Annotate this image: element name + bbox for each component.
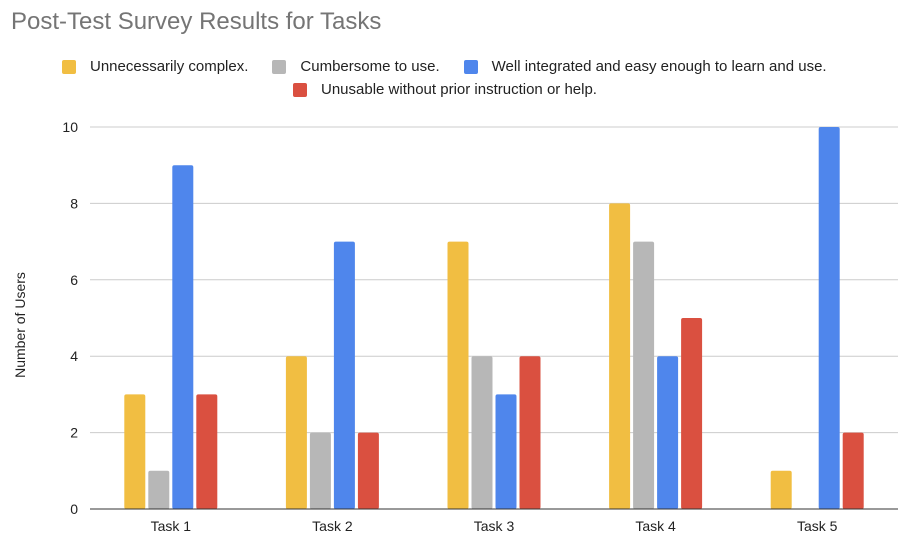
bar[interactable]: [357, 432, 379, 509]
y-tick-label: 6: [70, 272, 78, 288]
bar[interactable]: [285, 356, 307, 509]
legend-swatch: [272, 59, 287, 74]
legend-item-unusable[interactable]: Unusable without prior instruction or he…: [293, 81, 597, 98]
legend-swatch: [293, 82, 307, 97]
chart-title: Post-Test Survey Results for Tasks: [11, 8, 382, 35]
legend-label: Cumbersome to use.: [300, 58, 440, 75]
y-tick-label: 8: [70, 195, 78, 211]
y-tick-label: 10: [62, 119, 78, 135]
legend-swatch: [463, 59, 478, 74]
bar[interactable]: [309, 432, 331, 509]
legend-item-unnecessarily-complex[interactable]: Unnecessarily complex.: [62, 58, 248, 75]
x-tick-label: Task 4: [635, 518, 676, 534]
legend-swatch: [62, 59, 76, 74]
bar[interactable]: [447, 241, 469, 509]
x-tick-label: Task 3: [474, 518, 515, 534]
bar[interactable]: [681, 318, 703, 509]
legend-label: Unusable without prior instruction or he…: [321, 81, 597, 98]
bar[interactable]: [196, 394, 218, 509]
bar[interactable]: [770, 470, 792, 509]
x-tick-label: Task 1: [151, 518, 192, 534]
legend: Unnecessarily complex. Cumbersome to use…: [62, 58, 827, 75]
bar[interactable]: [609, 203, 631, 509]
y-tick-label: 0: [70, 501, 78, 517]
bar[interactable]: [333, 241, 355, 509]
y-tick-label: 4: [70, 348, 78, 364]
legend-label: Well integrated and easy enough to learn…: [491, 58, 827, 75]
bar[interactable]: [519, 356, 541, 509]
y-tick-label: 2: [70, 425, 78, 441]
bar[interactable]: [172, 165, 194, 509]
bar[interactable]: [818, 127, 840, 509]
bar[interactable]: [842, 432, 864, 509]
legend-row-2: Unusable without prior instruction or he…: [293, 81, 597, 98]
legend-label: Unnecessarily complex.: [90, 58, 249, 75]
bar[interactable]: [633, 241, 655, 509]
bar[interactable]: [495, 394, 517, 509]
bar[interactable]: [148, 470, 170, 509]
legend-item-well-integrated[interactable]: Well integrated and easy enough to learn…: [463, 58, 827, 75]
bar[interactable]: [471, 356, 493, 509]
y-axis-label: Number of Users: [12, 272, 28, 378]
bar[interactable]: [657, 356, 679, 509]
bar[interactable]: [124, 394, 146, 509]
x-tick-label: Task 5: [797, 518, 838, 534]
x-tick-label: Task 2: [312, 518, 353, 534]
legend-item-cumbersome[interactable]: Cumbersome to use.: [272, 58, 440, 75]
